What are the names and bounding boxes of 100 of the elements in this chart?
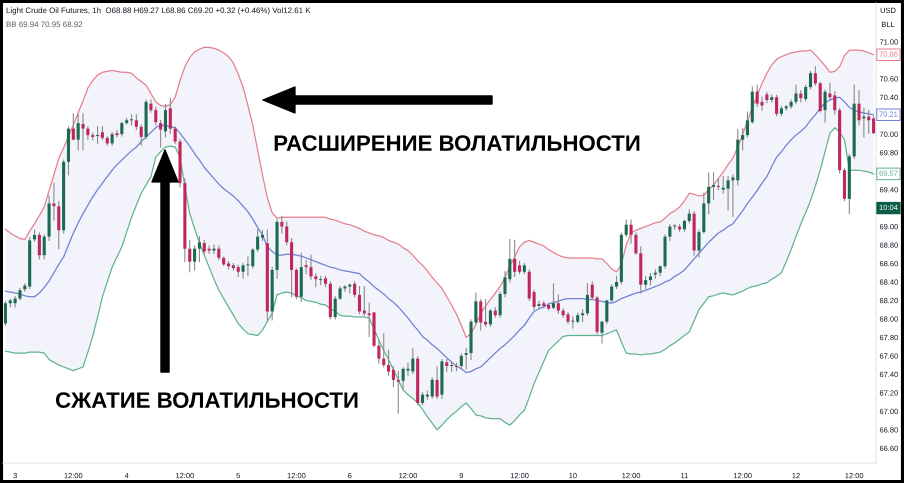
candlestick xyxy=(382,333,386,368)
candlestick xyxy=(242,262,245,279)
candlestick xyxy=(76,114,80,150)
candlestick xyxy=(741,128,744,150)
candlestick xyxy=(765,92,768,104)
candlestick xyxy=(159,120,162,148)
candlestick xyxy=(450,360,454,372)
candlestick xyxy=(697,230,701,258)
candlestick xyxy=(454,362,458,372)
candlestick xyxy=(494,307,497,318)
candlestick xyxy=(498,292,502,318)
candlestick xyxy=(513,240,516,277)
candlestick xyxy=(814,66,817,86)
candlestick xyxy=(590,281,594,300)
candlestick xyxy=(358,286,362,314)
candlestick xyxy=(658,266,662,276)
candlestick xyxy=(198,236,201,262)
candlestick xyxy=(193,245,196,271)
candlestick xyxy=(614,276,618,289)
candlestick xyxy=(488,309,492,327)
candlestick xyxy=(648,273,652,286)
candlestick xyxy=(164,104,168,138)
candlestick xyxy=(100,126,104,140)
candlestick xyxy=(605,300,608,324)
candlestick xyxy=(552,283,556,310)
candlestick xyxy=(746,111,750,138)
candlestick xyxy=(634,232,638,255)
candlestick xyxy=(149,99,152,113)
candlestick xyxy=(460,353,463,368)
candlestick xyxy=(402,367,405,391)
candlestick xyxy=(387,350,390,376)
candlestick xyxy=(420,392,424,406)
candlestick xyxy=(324,276,328,288)
candlestick xyxy=(644,276,648,289)
candlestick xyxy=(38,232,41,260)
candlestick xyxy=(518,261,522,274)
candlestick xyxy=(673,224,676,230)
candlestick xyxy=(862,108,866,138)
candlestick xyxy=(508,238,512,283)
candlestick xyxy=(857,90,861,126)
candlestick xyxy=(134,114,138,130)
candlestick xyxy=(4,300,7,326)
candlestick xyxy=(780,106,783,116)
candlestick xyxy=(824,89,827,123)
candlestick xyxy=(42,234,46,260)
candlestick xyxy=(600,321,604,344)
candlestick xyxy=(464,348,468,370)
candlestick xyxy=(309,254,313,280)
candlestick xyxy=(712,172,716,200)
candlestick xyxy=(362,286,366,316)
candlestick xyxy=(566,312,570,324)
candlestick xyxy=(808,70,812,90)
candlestick xyxy=(81,113,85,150)
candlestick xyxy=(716,178,720,190)
candlestick xyxy=(668,224,672,241)
candlestick xyxy=(775,94,778,116)
candlestick xyxy=(794,84,798,104)
candlestick xyxy=(96,126,100,144)
candlestick xyxy=(522,262,526,274)
candlestick xyxy=(188,240,192,272)
candlestick xyxy=(18,288,22,300)
candlestick xyxy=(799,90,802,102)
candlestick xyxy=(556,294,560,314)
candlestick xyxy=(256,228,260,252)
candlestick xyxy=(91,132,94,140)
candlestick xyxy=(707,172,710,214)
annotation: СЖАТИЕ ВОЛАТИЛЬНОСТИ xyxy=(56,392,358,408)
candlestick xyxy=(280,216,284,234)
candlestick xyxy=(610,284,614,302)
candlestick xyxy=(624,220,628,238)
candlestick xyxy=(784,104,788,111)
line-series xyxy=(4,46,874,338)
candlestick xyxy=(474,292,478,325)
candlestick xyxy=(32,230,36,242)
candlestick xyxy=(348,283,352,294)
candlestick xyxy=(120,122,124,137)
candlestick xyxy=(72,113,75,140)
line-series xyxy=(4,127,874,430)
candlestick xyxy=(140,124,143,146)
candlestick xyxy=(217,245,220,260)
candlestick xyxy=(392,366,395,387)
candlestick xyxy=(436,366,439,399)
candlestick xyxy=(86,126,90,140)
candlestick xyxy=(688,209,691,224)
candlestick xyxy=(682,220,686,232)
candlestick xyxy=(756,84,759,108)
candlestick xyxy=(338,286,342,300)
candlestick xyxy=(804,84,808,102)
candlestick xyxy=(334,296,337,320)
candlestick xyxy=(630,220,633,244)
annotation: РАСШИРЕНИЕ ВОЛАТИЛЬНОСТИ xyxy=(274,135,640,151)
candlestick xyxy=(411,348,414,374)
candlestick xyxy=(770,94,774,102)
candlestick xyxy=(319,276,322,286)
candlestick xyxy=(377,340,380,364)
candlestick xyxy=(586,283,589,316)
candlestick xyxy=(168,98,172,134)
candlestick xyxy=(353,281,356,298)
candlestick xyxy=(445,358,448,372)
candlestick xyxy=(174,126,177,144)
